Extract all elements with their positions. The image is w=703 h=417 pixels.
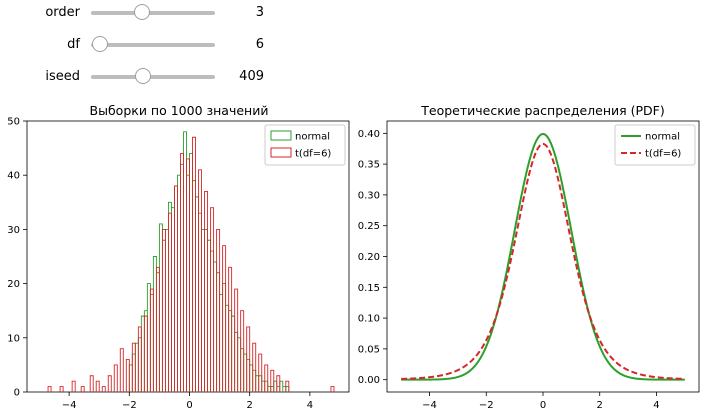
legend-swatch — [270, 147, 292, 158]
x-tick-label: 0 — [540, 400, 546, 411]
x-tick-label: −2 — [122, 400, 137, 411]
y-tick-label: 0.20 — [358, 252, 380, 263]
slider-order-knob[interactable] — [133, 4, 150, 20]
legend-swatch — [270, 130, 292, 141]
slider-order-track[interactable] — [91, 11, 215, 15]
x-tick-label: 2 — [247, 400, 253, 411]
slider-iseed-knob[interactable] — [135, 68, 152, 84]
slider-df-track[interactable] — [91, 43, 215, 47]
legend — [264, 124, 346, 166]
plot-frame — [26, 120, 350, 393]
slider-iseed-label: iseed — [45, 69, 80, 84]
x-tick-label: 0 — [186, 400, 192, 411]
slider-df-knob[interactable] — [91, 36, 108, 52]
chart-title: Выборки по 1000 значений — [90, 103, 269, 118]
slider-iseed[interactable]: iseed 409 — [0, 65, 300, 89]
chart-title: Теоретические распределения (PDF) — [420, 103, 664, 118]
y-tick-label: 10 — [7, 333, 20, 344]
histogram-series — [128, 131, 290, 392]
legend-label: t(df=6) — [295, 149, 331, 160]
y-tick-label: 0.25 — [358, 221, 380, 232]
legend-label: t(df=6) — [645, 149, 681, 160]
slider-df-label: df — [67, 37, 80, 52]
slider-iseed-value: 409 — [239, 69, 264, 84]
pdf-line — [401, 132, 685, 381]
x-tick-label: −4 — [422, 400, 437, 411]
y-tick-label: 50 — [7, 117, 20, 128]
x-tick-label: −4 — [62, 400, 77, 411]
pdf-chart: Теоретические распределения (PDF) −4 −2 0 2… — [358, 103, 700, 411]
y-tick-label: 20 — [7, 279, 20, 290]
x-tick-label: 4 — [307, 400, 313, 411]
slider-order-label: order — [45, 5, 80, 20]
slider-order-value: 3 — [255, 5, 264, 20]
y-tick-label: 0.00 — [358, 375, 380, 386]
legend-label: normal — [295, 132, 330, 143]
legend-label: normal — [645, 132, 680, 143]
histogram-series — [47, 136, 335, 392]
pdf-line — [401, 142, 685, 380]
y-tick-label: 0.15 — [358, 283, 380, 294]
y-tick-label: 40 — [7, 171, 20, 182]
y-tick-label: 0.40 — [358, 129, 380, 140]
y-tick-label: 0.05 — [358, 344, 380, 355]
y-tick-label: 0.30 — [358, 190, 380, 201]
histogram-chart: Выборки по 1000 значений −4 −2 0 2 401020304… — [7, 103, 350, 411]
y-tick-label: 0.35 — [358, 160, 380, 171]
y-tick-label: 30 — [7, 225, 20, 236]
x-tick-label: 4 — [653, 400, 659, 411]
slider-df[interactable]: df 6 — [0, 33, 300, 57]
slider-order[interactable]: order 3 — [0, 1, 300, 25]
y-tick-label: 0.10 — [358, 314, 380, 325]
slider-df-value: 6 — [255, 37, 264, 52]
y-tick-label: 0 — [14, 388, 20, 399]
x-tick-label: 2 — [597, 400, 603, 411]
slider-iseed-track[interactable] — [91, 75, 215, 79]
x-tick-label: −2 — [479, 400, 494, 411]
